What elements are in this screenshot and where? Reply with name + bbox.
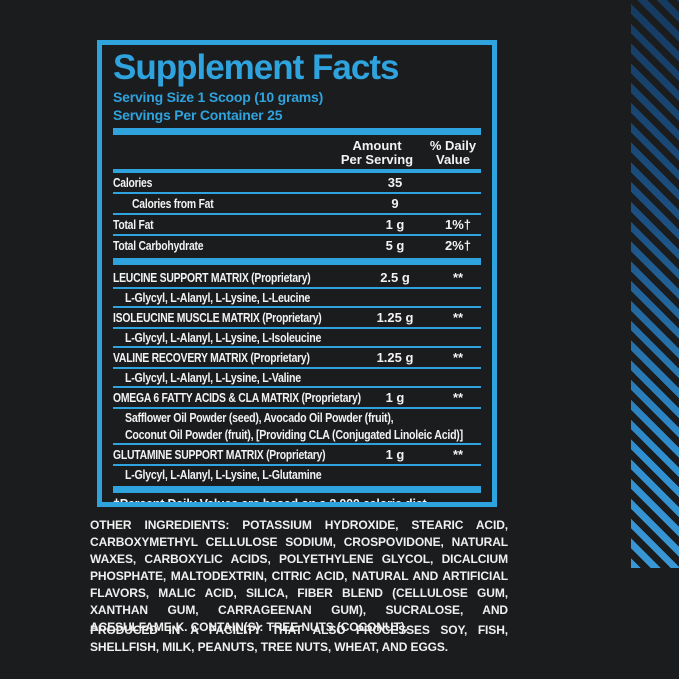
nutrient-label: Total Fat xyxy=(113,217,154,232)
daily-value: ** xyxy=(452,350,464,365)
sub-ingredient-row: Safflower Oil Powder (seed), Avocado Oil… xyxy=(113,407,481,426)
daily-value: ** xyxy=(452,447,464,462)
nutrient-label: VALINE RECOVERY MATRIX (Proprietary) xyxy=(113,350,310,365)
daily-value: ** xyxy=(452,390,464,405)
nutrient-row: LEUCINE SUPPORT MATRIX (Proprietary) 2.5 … xyxy=(113,268,481,287)
other-ingredients-text: OTHER INGREDIENTS: POTASSIUM HYDROXIDE, … xyxy=(90,518,508,634)
dv-header-line2: Value xyxy=(436,152,470,167)
header-spacer xyxy=(113,139,329,167)
column-headers: Amount Per Serving % Daily Value xyxy=(113,138,481,169)
serving-size-text: Serving Size 1 Scoop (10 grams) xyxy=(113,89,324,105)
amount-value: 2.5 g xyxy=(380,270,410,285)
amount-value: 35 xyxy=(387,175,403,190)
amount-value: 1 g xyxy=(385,447,405,462)
nutrient-rows-container: Calories 35 Calories from Fat 9 Total Fat 1 g… xyxy=(113,173,481,493)
nutrient-row: OMEGA 6 FATTY ACIDS & CLA MATRIX (Propri… xyxy=(113,386,481,407)
header-underline xyxy=(113,169,481,173)
servings-per-container-text: Servings Per Container 25 xyxy=(113,107,283,123)
nutrient-row: VALINE RECOVERY MATRIX (Proprietary) 1.25… xyxy=(113,346,481,367)
amount-value: 1 g xyxy=(385,390,405,405)
amount-value: 9 xyxy=(391,196,399,211)
dv-header-line1: % Daily xyxy=(429,138,477,153)
daily-value: 1%† xyxy=(444,217,472,232)
nutrient-label: OMEGA 6 FATTY ACIDS & CLA MATRIX (Propri… xyxy=(113,390,361,405)
nutrient-label: Total Carbohydrate xyxy=(113,238,204,253)
sub-ingredient-row: L-Glycyl, L-Alanyl, L-Lysine, L-Valine xyxy=(113,367,481,386)
nutrient-label: ISOLEUCINE MUSCLE MATRIX (Proprietary) xyxy=(113,310,322,325)
nutrient-label: GLUTAMINE SUPPORT MATRIX (Proprietary) xyxy=(113,447,326,462)
amount-header-line1: Amount xyxy=(352,138,402,153)
daily-value-header: % Daily Value xyxy=(425,139,481,167)
nutrient-row: ISOLEUCINE MUSCLE MATRIX (Proprietary) 1.… xyxy=(113,306,481,327)
section-divider-bar xyxy=(113,258,481,265)
nutrient-row: Total Carbohydrate 5 g 2%† xyxy=(113,234,481,255)
amount-value: 1.25 g xyxy=(376,310,414,325)
sub-ingredient-row: L-Glycyl, L-Alanyl, L-Lysine, L-Glutamin… xyxy=(113,464,481,483)
allergen-statement-text: PRODUCED IN A FACILITY THAT ALSO PROCESS… xyxy=(90,623,508,654)
nutrient-row: Calories 35 xyxy=(113,173,481,192)
panel-title: Supplement Facts xyxy=(113,48,399,87)
daily-value: ** xyxy=(452,310,464,325)
nutrient-row: Total Fat 1 g 1%† xyxy=(113,213,481,234)
supplement-facts-panel: Supplement Facts Serving Size 1 Scoop (1… xyxy=(97,40,497,507)
sub-ingredient-row: Coconut Oil Powder (fruit), [Providing C… xyxy=(125,427,463,442)
nutrient-label: Calories from Fat xyxy=(132,196,214,211)
daily-value: 2%† xyxy=(444,238,472,253)
nutrient-label: Calories xyxy=(113,175,153,190)
amount-value: 1.25 g xyxy=(376,350,414,365)
footnotes: †Percent Daily Values are based on a 2,0… xyxy=(113,496,481,507)
section-divider-bar xyxy=(113,486,481,493)
diagonal-stripes-decoration xyxy=(631,0,679,568)
amount-header-line2: Per Serving xyxy=(340,152,414,167)
nutrient-row: Calories from Fat 9 xyxy=(113,192,481,213)
nutrient-label: LEUCINE SUPPORT MATRIX (Proprietary) xyxy=(113,270,311,285)
amount-per-serving-header: Amount Per Serving xyxy=(329,139,425,167)
divider-bar-top xyxy=(113,128,481,135)
sub-ingredient-row: L-Glycyl, L-Alanyl, L-Lysine, L-Leucine xyxy=(113,287,481,306)
footnote-daily-values: †Percent Daily Values are based on a 2,0… xyxy=(113,497,430,507)
amount-value: 5 g xyxy=(385,238,405,253)
sub-ingredient-row: L-Glycyl, L-Alanyl, L-Lysine, L-Isoleuci… xyxy=(113,327,481,346)
amount-value: 1 g xyxy=(385,217,405,232)
nutrient-row: GLUTAMINE SUPPORT MATRIX (Proprietary) 1 … xyxy=(113,443,481,464)
daily-value: ** xyxy=(452,270,464,285)
